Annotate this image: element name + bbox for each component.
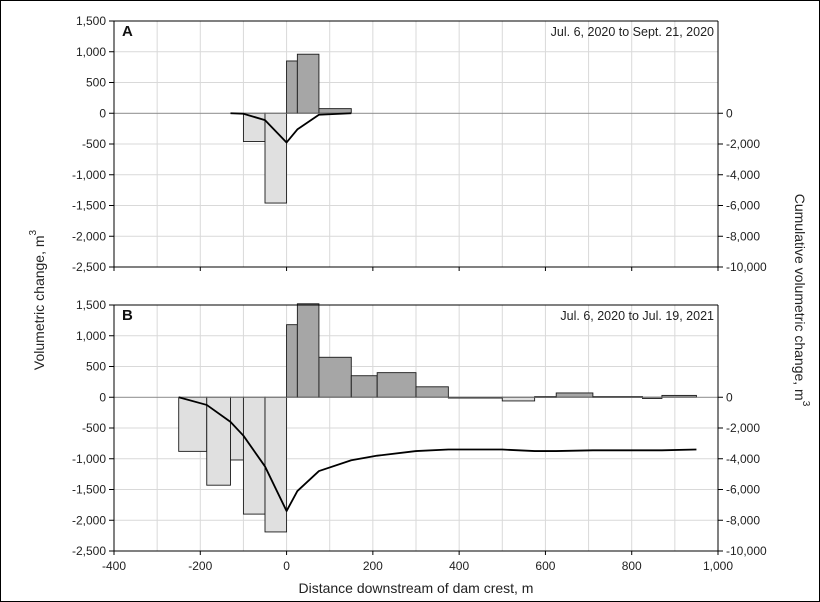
y2-tick-label: -2,000 xyxy=(726,137,760,151)
x-tick-label: 200 xyxy=(363,559,383,573)
y-tick-label: -1,000 xyxy=(72,168,106,182)
x-tick-label: 600 xyxy=(535,559,555,573)
bar xyxy=(264,112,288,204)
x-tick-label: 800 xyxy=(622,559,642,573)
y-tick-label: 0 xyxy=(99,390,106,404)
y-tick-label: 1,000 xyxy=(76,329,106,343)
y2-tick-label: -10,000 xyxy=(726,260,767,274)
y2-tick-label: 0 xyxy=(726,390,733,404)
bar xyxy=(296,303,320,398)
y-tick-label: 1,500 xyxy=(76,298,106,312)
bar xyxy=(318,108,352,114)
y2-tick-label: -8,000 xyxy=(726,513,760,527)
bar xyxy=(286,324,298,398)
y2-tick-label: -4,000 xyxy=(726,168,760,182)
bar xyxy=(555,392,594,398)
y2-tick-label: -6,000 xyxy=(726,483,760,497)
bar xyxy=(178,396,208,452)
y-axis-title-group: Volumetric change, m3 xyxy=(28,229,47,370)
panels: 1,500 1,000 500 0 -500 -1,000 -1,500 -2,000 -2,5… xyxy=(72,14,767,573)
y-tick-label: 1,500 xyxy=(76,14,106,28)
y2-tick-label: 0 xyxy=(726,106,733,120)
x-tick-label: 1,000 xyxy=(703,559,733,573)
y-tick-label: 1,000 xyxy=(76,45,106,59)
x-tick-label: -400 xyxy=(102,559,126,573)
panel-A: 1,500 1,000 500 0 -500 -1,000 -1,500 -2,000 -2,5… xyxy=(72,14,767,274)
y-tick-label: 500 xyxy=(86,76,106,90)
y-tick-label: -2,500 xyxy=(72,544,106,558)
cumulative-line xyxy=(178,396,697,512)
y-tick-label: -2,000 xyxy=(72,229,106,243)
y2-tick-label: -2,000 xyxy=(726,421,760,435)
y2-tick-label: -6,000 xyxy=(726,199,760,213)
y-tick-label: -2,500 xyxy=(72,260,106,274)
x-tick-label: 0 xyxy=(283,559,290,573)
panel-label: A xyxy=(122,23,133,40)
x-tick-label: -200 xyxy=(188,559,212,573)
y-tick-label: -500 xyxy=(82,421,106,435)
y-tick-label: 500 xyxy=(86,360,106,374)
x-axis-title: Distance downstream of dam crest, m xyxy=(299,580,534,596)
y-tick-label: -1,500 xyxy=(72,199,106,213)
y2-tick-label: -10,000 xyxy=(726,544,767,558)
period-label: Jul. 6, 2020 to Jul. 19, 2021 xyxy=(560,309,714,323)
bar xyxy=(415,386,449,398)
bar xyxy=(376,372,417,398)
y-tick-label: -1,500 xyxy=(72,483,106,497)
cumulative-line xyxy=(230,112,352,144)
bar xyxy=(264,396,288,533)
y2-axis-title-group: Cumulative volumetric change, m3 xyxy=(792,194,811,407)
period-label: Jul. 6, 2020 to Sept. 21, 2020 xyxy=(551,25,714,39)
y-axis-title: Volumetric change, m3 xyxy=(28,229,47,370)
bar xyxy=(296,53,320,114)
panel-label: B xyxy=(122,307,133,324)
y2-tick-label: -4,000 xyxy=(726,452,760,466)
y-tick-label: -500 xyxy=(82,137,106,151)
bar xyxy=(501,396,536,402)
x-tick-label: 400 xyxy=(449,559,469,573)
bar xyxy=(318,356,352,398)
y-tick-label: -2,000 xyxy=(72,513,106,527)
y2-tick-label: -8,000 xyxy=(726,229,760,243)
y-tick-label: -1,000 xyxy=(72,452,106,466)
bar xyxy=(286,60,298,114)
bar xyxy=(350,375,378,398)
bar xyxy=(206,396,231,486)
y2-axis-title: Cumulative volumetric change, m3 xyxy=(792,194,811,407)
y-tick-label: 0 xyxy=(99,106,106,120)
bar xyxy=(242,396,266,515)
panel-B: 1,500 1,000 500 0 -500 -1,000 -1,500 -2,000 -2,5… xyxy=(72,298,767,573)
